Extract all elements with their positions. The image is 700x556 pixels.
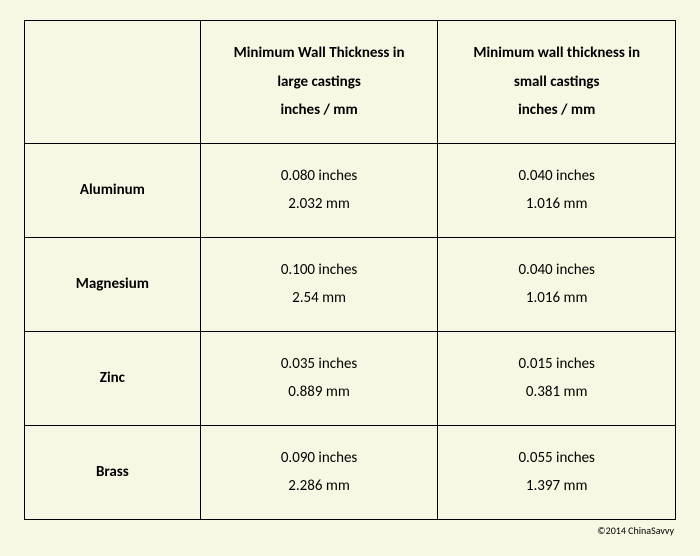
table-row: Aluminum 0.080 inches 2.032 mm 0.040 inc… bbox=[25, 143, 676, 237]
header-row: Minimum Wall Thickness in large castings… bbox=[25, 21, 676, 144]
material-cell: Magnesium bbox=[25, 237, 201, 331]
value-inches: 0.040 inches bbox=[518, 167, 594, 185]
value-inches: 0.035 inches bbox=[281, 355, 357, 373]
header-text: inches / mm bbox=[518, 101, 595, 119]
wall-thickness-table: Minimum Wall Thickness in large castings… bbox=[24, 20, 676, 520]
small-cell: 0.040 inches 1.016 mm bbox=[438, 143, 676, 237]
value-mm: 2.54 mm bbox=[292, 289, 346, 307]
value-inches: 0.080 inches bbox=[281, 167, 357, 185]
material-cell: Zinc bbox=[25, 331, 201, 425]
header-small-castings: Minimum wall thickness in small castings… bbox=[438, 21, 676, 144]
table-row: Brass 0.090 inches 2.286 mm 0.055 inches… bbox=[25, 425, 676, 519]
value-mm: 2.286 mm bbox=[288, 477, 350, 495]
value-inches: 0.040 inches bbox=[518, 261, 594, 279]
header-text: Minimum Wall Thickness in bbox=[234, 44, 405, 62]
table-body: Aluminum 0.080 inches 2.032 mm 0.040 inc… bbox=[25, 143, 676, 519]
header-text: Minimum wall thickness in bbox=[473, 44, 640, 62]
header-text: inches / mm bbox=[280, 101, 357, 119]
table-row: Magnesium 0.100 inches 2.54 mm 0.040 inc… bbox=[25, 237, 676, 331]
value-mm: 0.381 mm bbox=[526, 383, 588, 401]
material-cell: Brass bbox=[25, 425, 201, 519]
small-cell: 0.040 inches 1.016 mm bbox=[438, 237, 676, 331]
value-inches: 0.090 inches bbox=[281, 449, 357, 467]
value-mm: 1.016 mm bbox=[526, 289, 588, 307]
header-empty bbox=[25, 21, 201, 144]
copyright-text: ©2014 ChinaSavvy bbox=[24, 524, 676, 537]
material-cell: Aluminum bbox=[25, 143, 201, 237]
value-mm: 1.397 mm bbox=[526, 477, 588, 495]
small-cell: 0.015 inches 0.381 mm bbox=[438, 331, 676, 425]
value-mm: 0.889 mm bbox=[288, 383, 350, 401]
header-text: large castings bbox=[277, 73, 360, 91]
value-inches: 0.015 inches bbox=[518, 355, 594, 373]
value-inches: 0.100 inches bbox=[281, 261, 357, 279]
value-mm: 1.016 mm bbox=[526, 195, 588, 213]
large-cell: 0.100 inches 2.54 mm bbox=[200, 237, 438, 331]
large-cell: 0.080 inches 2.032 mm bbox=[200, 143, 438, 237]
value-inches: 0.055 inches bbox=[518, 449, 594, 467]
value-mm: 2.032 mm bbox=[288, 195, 350, 213]
table-row: Zinc 0.035 inches 0.889 mm 0.015 inches … bbox=[25, 331, 676, 425]
large-cell: 0.035 inches 0.889 mm bbox=[200, 331, 438, 425]
header-large-castings: Minimum Wall Thickness in large castings… bbox=[200, 21, 438, 144]
large-cell: 0.090 inches 2.286 mm bbox=[200, 425, 438, 519]
header-text: small castings bbox=[514, 73, 600, 91]
small-cell: 0.055 inches 1.397 mm bbox=[438, 425, 676, 519]
